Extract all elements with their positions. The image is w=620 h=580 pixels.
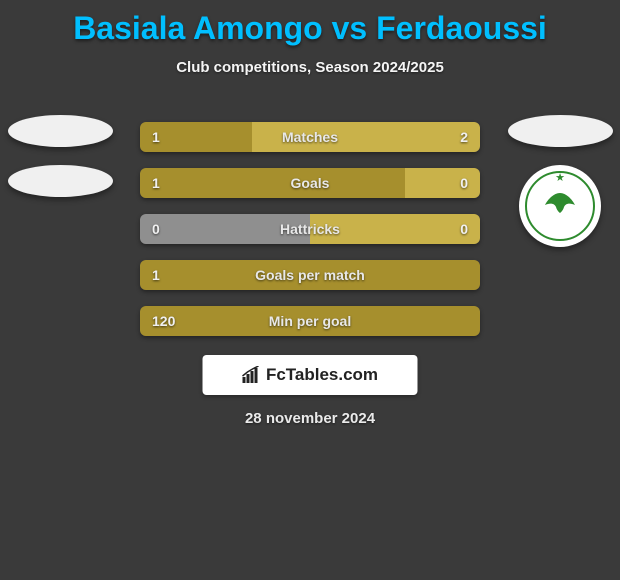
bar-value-left: 120 (152, 313, 175, 329)
star-icon: ★ (555, 171, 565, 184)
bar-label: Goals per match (255, 267, 365, 283)
club-badge-placeholder (8, 165, 113, 197)
brand-text: FcTables.com (266, 365, 378, 385)
player-left-avatars (0, 115, 120, 197)
page-title: Basiala Amongo vs Ferdaoussi (0, 0, 620, 47)
club-badge: ★ (519, 165, 601, 247)
bar-label: Hattricks (280, 221, 340, 237)
brand-box: FcTables.com (203, 355, 418, 395)
subtitle: Club competitions, Season 2024/2025 (0, 59, 620, 76)
bar-value-right: 0 (460, 175, 468, 191)
player-right-avatars: ★ (500, 115, 620, 247)
stats-bars: Matches 1 2 Goals 1 0 Hattricks 0 0 Goals per mat… (140, 122, 480, 336)
stat-bar: Matches 1 2 (140, 122, 480, 152)
bar-value-left: 1 (152, 129, 160, 145)
bar-value-left: 1 (152, 175, 160, 191)
stat-bar: Goals 1 0 (140, 168, 480, 198)
player-avatar-placeholder (8, 115, 113, 147)
stat-bar: Hattricks 0 0 (140, 214, 480, 244)
chart-icon (242, 366, 262, 384)
bar-right-segment (405, 168, 480, 198)
bar-label: Min per goal (269, 313, 351, 329)
bar-label: Goals (291, 175, 330, 191)
bar-value-left: 0 (152, 221, 160, 237)
stat-bar: Goals per match 1 (140, 260, 480, 290)
bar-value-right: 0 (460, 221, 468, 237)
bar-value-left: 1 (152, 267, 160, 283)
bar-value-right: 2 (460, 129, 468, 145)
bar-label: Matches (282, 129, 338, 145)
bar-left-segment (140, 168, 405, 198)
player-avatar-placeholder (508, 115, 613, 147)
footer-date: 28 november 2024 (245, 410, 375, 427)
stat-bar: Min per goal 120 (140, 306, 480, 336)
